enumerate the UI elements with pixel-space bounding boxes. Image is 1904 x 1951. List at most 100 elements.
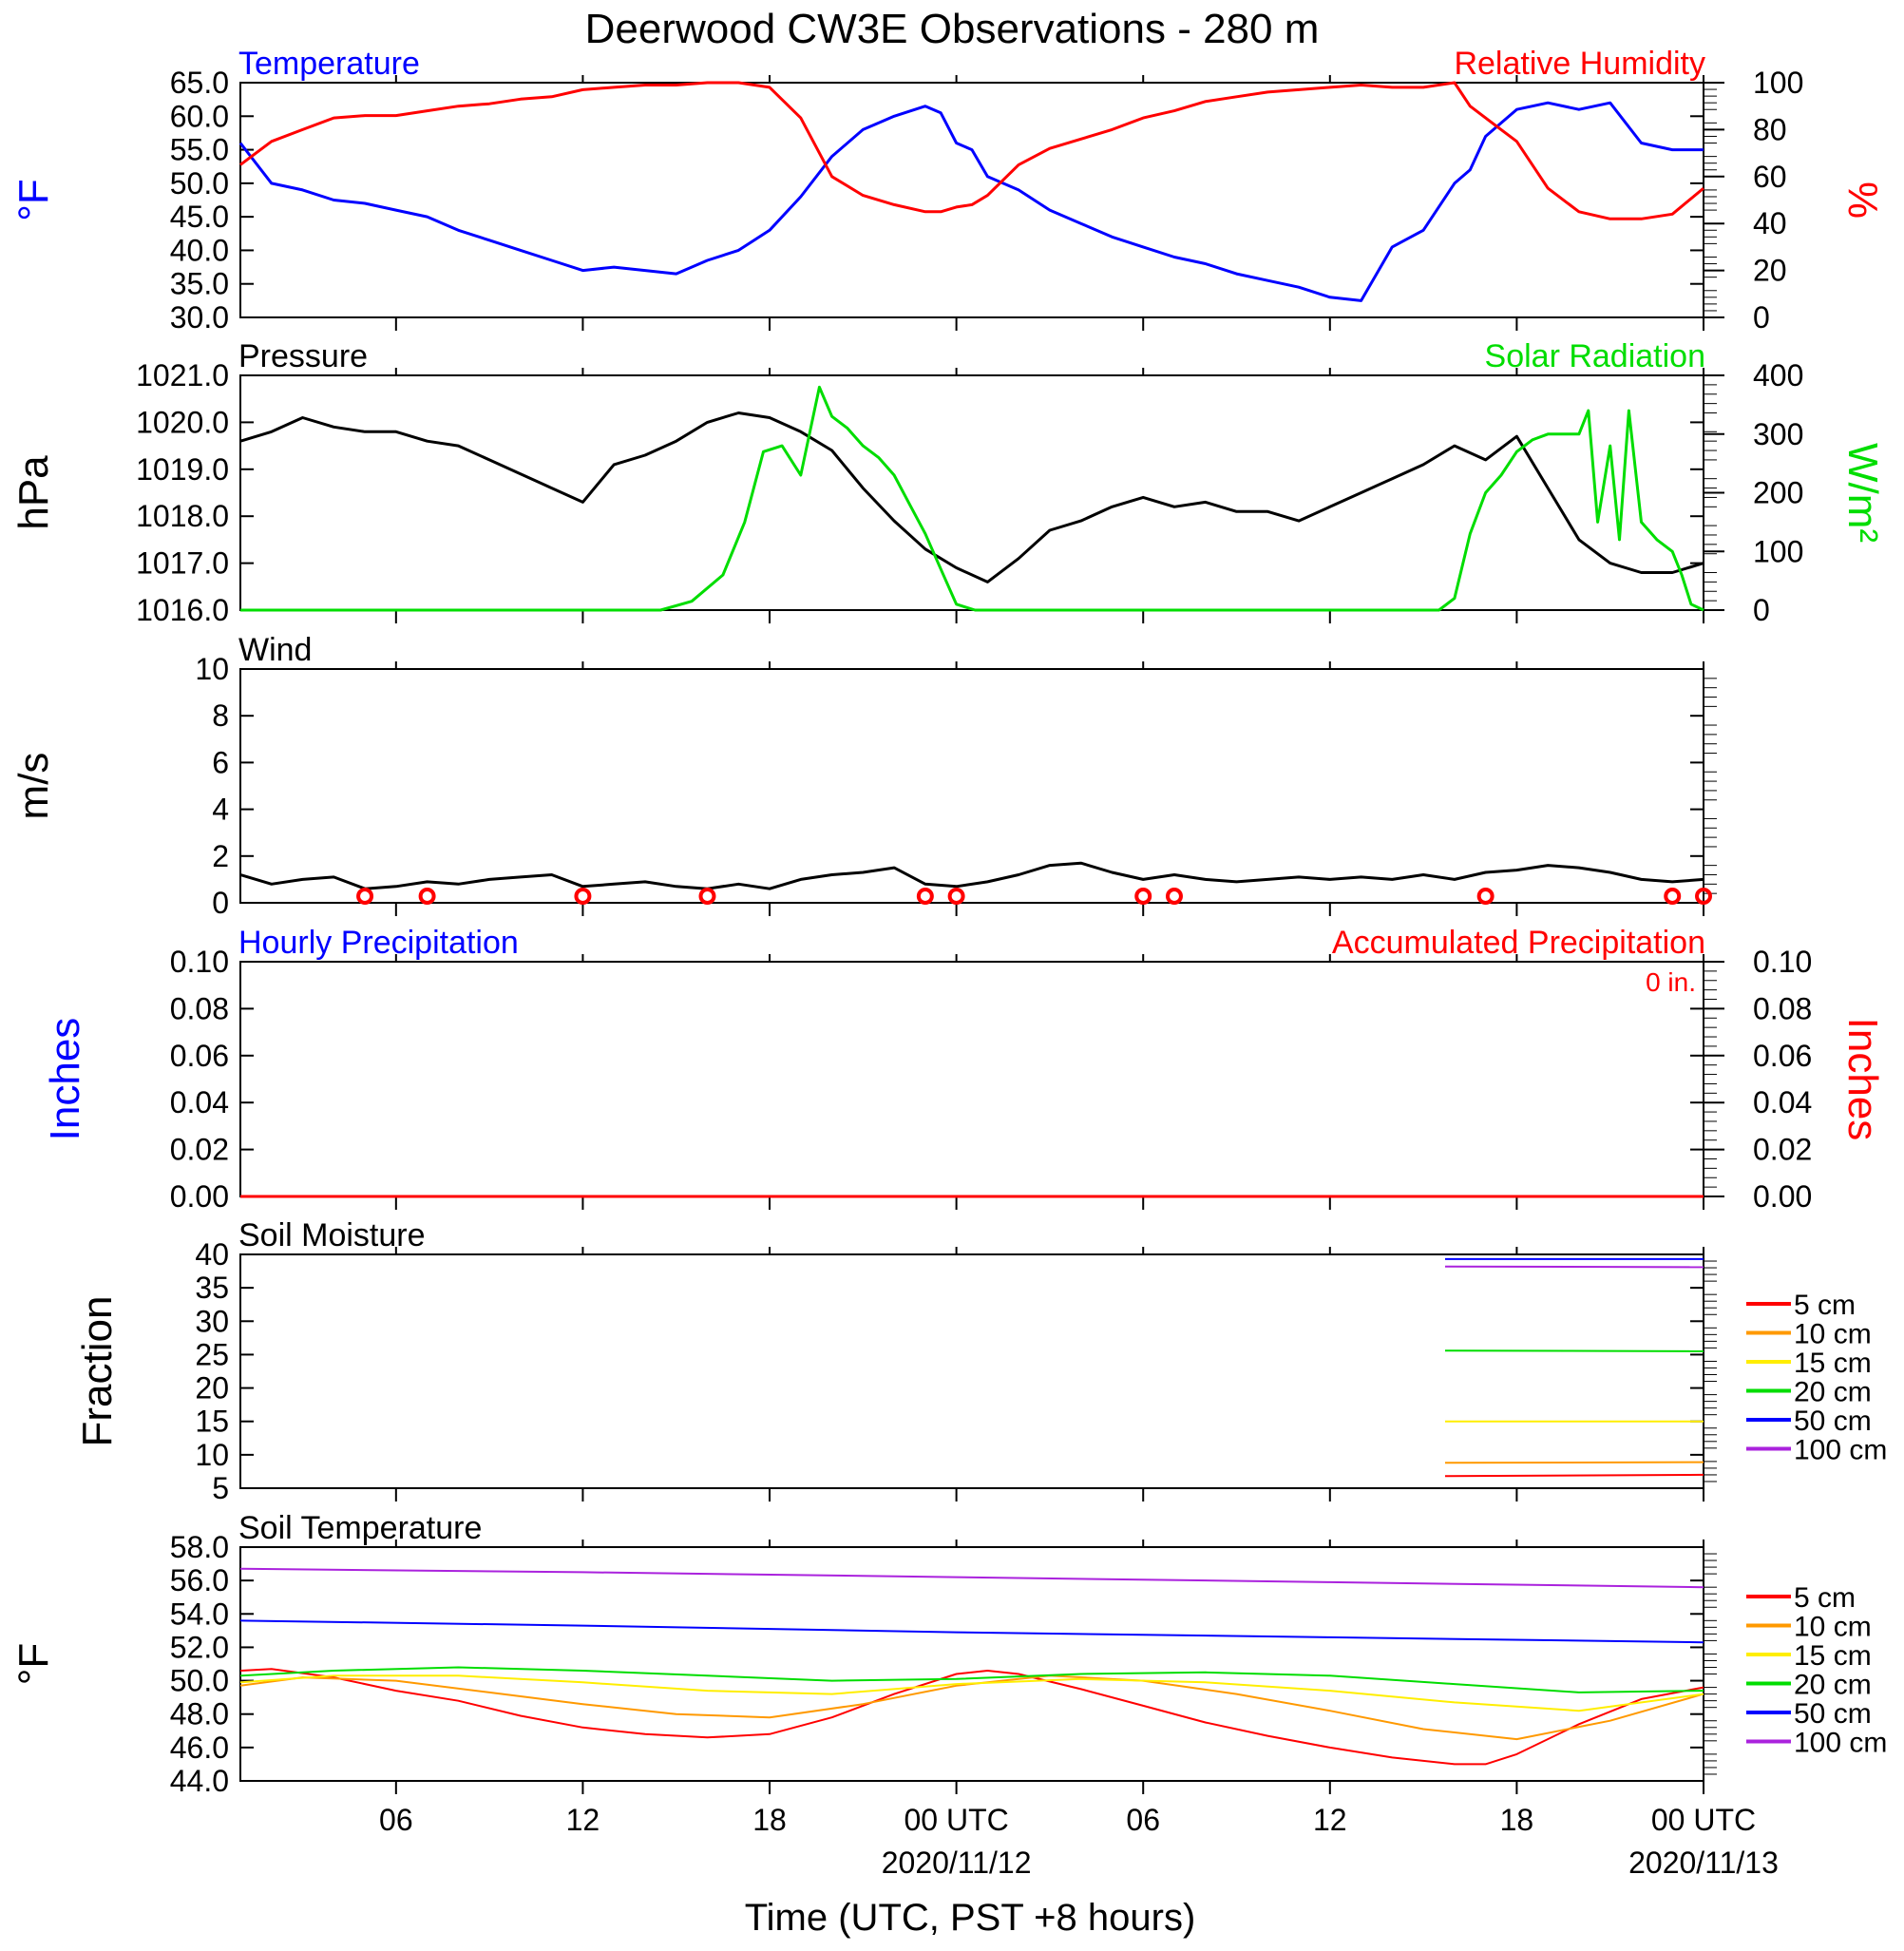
y-tick-label-right: 0 [1753,593,1770,627]
y-tick-label-left: 4 [212,793,229,827]
y-tick-label-left: 0.02 [170,1133,229,1167]
series-line-soil_temp-15cm [239,1674,1704,1712]
y-tick-label-right: 80 [1753,112,1787,146]
y-axis-label-right: % [1839,182,1886,219]
panel-title-right: Accumulated Precipitation [1332,925,1705,961]
y-tick-label-left: 15 [195,1405,229,1439]
y-tick-label-left: 0.04 [170,1085,229,1119]
y-tick-label-right: 0.00 [1753,1179,1812,1214]
y-tick-label-left: 20 [195,1371,229,1406]
y-tick-label-right: 200 [1753,476,1803,510]
y-tick-label-right: 60 [1753,160,1787,194]
y-axis-label-right: Inches [1839,1018,1886,1141]
legend-label: 10 cm [1794,1612,1872,1643]
legend-label: 15 cm [1794,1640,1872,1672]
precip-annotation: 0 in. [1646,967,1696,997]
series-line-soil_moisture-5cm [1444,1473,1704,1478]
y-tick-label-left: 52.0 [170,1630,229,1664]
y-tick-label-left: 40 [195,1237,229,1272]
calm-wind-marker [418,888,436,905]
legend-label: 20 cm [1794,1670,1872,1701]
legend-label: 100 cm [1794,1435,1887,1466]
legend-label: 20 cm [1794,1377,1872,1408]
x-axis-label: Time (UTC, PST +8 hours) [745,1897,1196,1939]
series-line-soil_moisture-100cm [1444,1265,1704,1269]
series-line-pressure_solar [239,411,1704,583]
y-axis-label-left: Fraction [74,1296,121,1447]
calm-wind-marker [356,888,374,905]
y-tick-label-right: 40 [1753,206,1787,240]
y-tick-label-left: 60.0 [170,99,229,133]
y-tick-label-left: 58.0 [170,1530,229,1564]
panel-frame-wind [239,668,1704,904]
y-axis-label-left: °F [10,1643,57,1685]
y-tick-label-right: 0 [1753,300,1770,335]
y-tick-label-left: 5 [212,1471,229,1505]
series-line-wind [239,861,1704,890]
panel-title-left: Temperature [238,46,420,82]
y-tick-label-left: 0 [212,886,229,920]
calm-wind-marker [698,888,716,905]
y-tick-label-left: 1018.0 [136,499,229,533]
calm-wind-marker [1695,888,1712,905]
y-tick-label-left: 46.0 [170,1731,229,1765]
y-tick-label-right: 20 [1753,254,1787,288]
y-tick-label-left: 1021.0 [136,358,229,392]
legend-label: 100 cm [1794,1728,1887,1759]
figure-title: Deerwood CW3E Observations - 280 m [585,6,1320,52]
panel-title-right: Relative Humidity [1454,46,1705,82]
y-axis-label-left: °F [10,179,57,220]
calm-wind-marker [1476,888,1495,905]
y-axis-label-left: hPa [10,455,57,530]
series-line-temp_rh [238,101,1704,302]
y-tick-label-left: 1019.0 [136,452,229,487]
y-tick-label-right: 0.04 [1753,1085,1812,1119]
y-tick-label-right: 100 [1753,66,1803,100]
y-tick-label-right: 100 [1753,534,1803,568]
y-tick-label-right: 0.10 [1753,945,1812,979]
legend-label: 15 cm [1794,1348,1872,1379]
y-tick-label-left: 50.0 [170,166,229,201]
y-tick-label-left: 8 [212,698,229,733]
x-tick-label: 18 [1500,1803,1534,1837]
x-tick-label: 06 [379,1803,413,1837]
y-tick-label-left: 0.08 [170,991,229,1025]
legend-label: 5 cm [1794,1290,1856,1321]
y-tick-label-left: 45.0 [170,200,229,234]
x-tick-label: 12 [566,1803,600,1837]
y-tick-label-left: 1017.0 [136,546,229,581]
calm-wind-marker [916,888,934,905]
y-tick-label-left: 0.00 [170,1179,229,1214]
y-tick-label-left: 55.0 [170,133,229,167]
legend-label: 5 cm [1794,1582,1856,1614]
series-line-soil_moisture-20cm [1444,1349,1704,1352]
x-tick-label: 00 UTC [1651,1803,1756,1837]
y-tick-label-left: 65.0 [170,66,229,100]
series-line-soil_temp-50cm [239,1619,1704,1644]
x-date-label: 2020/11/12 [882,1846,1032,1880]
x-tick-label: 06 [1126,1803,1160,1837]
series-line-soil_temp-20cm [239,1666,1704,1693]
panel-title-left: Soil Temperature [238,1510,482,1546]
y-tick-label-left: 10 [195,1438,229,1472]
legend-label: 50 cm [1794,1406,1872,1437]
y-tick-label-left: 30.0 [170,300,229,335]
calm-wind-marker [1165,888,1183,905]
y-tick-label-left: 48.0 [170,1697,229,1731]
panel-frame-temp_rh [239,82,1704,318]
y-tick-label-left: 1016.0 [136,593,229,627]
y-tick-label-left: 6 [212,745,229,779]
y-tick-label-right: 300 [1753,417,1803,451]
panel-title-right: Solar Radiation [1485,338,1705,374]
calm-wind-marker [1134,888,1152,905]
x-tick-label: 12 [1313,1803,1347,1837]
x-tick-label: 18 [752,1803,787,1837]
y-tick-label-left: 0.06 [170,1039,229,1073]
series-line-temp_rh [239,81,1704,220]
series-line-soil_temp-10cm [239,1674,1704,1741]
y-tick-label-left: 10 [195,652,229,686]
y-tick-label-right: 400 [1753,358,1803,392]
y-tick-label-left: 56.0 [170,1563,229,1597]
